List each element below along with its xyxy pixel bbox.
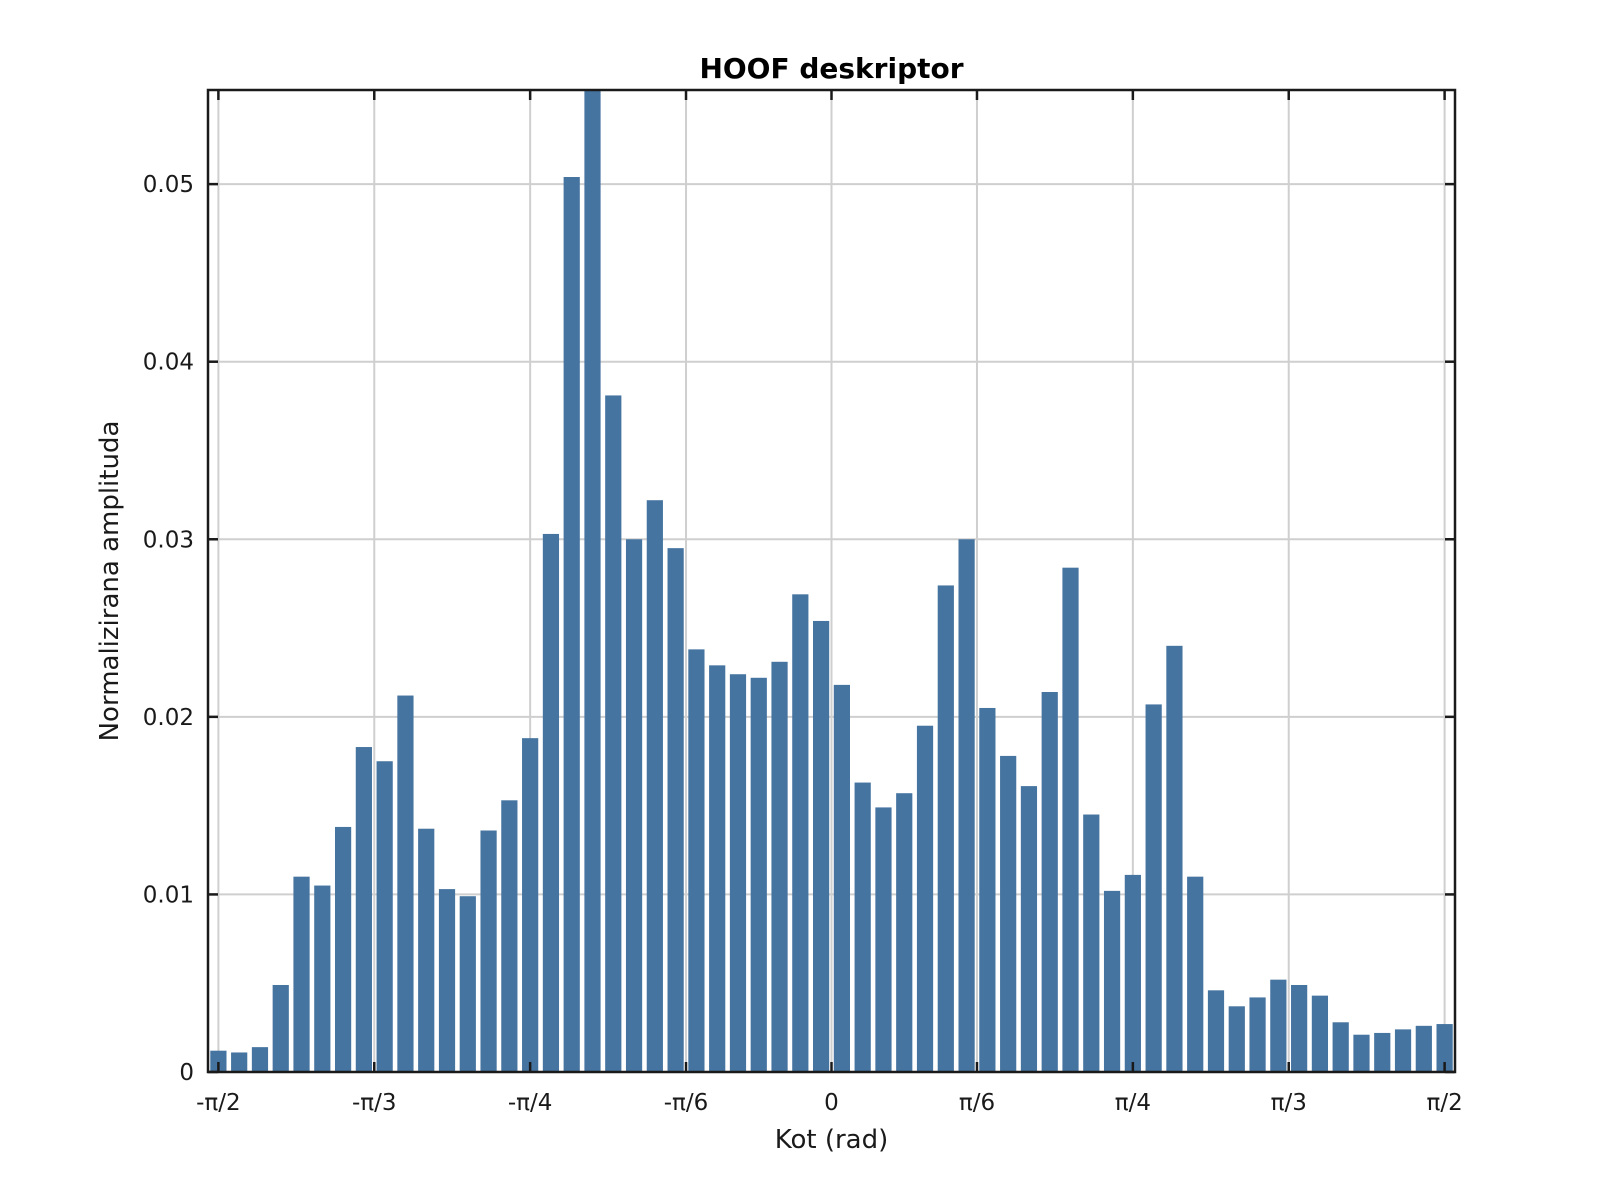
x-tick-label: -π/6: [664, 1090, 709, 1116]
bar: [1436, 1024, 1453, 1072]
bar: [293, 876, 310, 1072]
bar: [1415, 1025, 1432, 1072]
x-tick-label: 0: [824, 1090, 839, 1116]
y-tick-label: 0.02: [143, 705, 194, 731]
x-tick-label: -π/2: [196, 1090, 241, 1116]
x-tick-labels: -π/2 -π/3 -π/4 -π/6 0 π/6 π/4 π/3 π/2: [196, 1090, 1463, 1116]
bar: [1145, 704, 1162, 1072]
bar: [854, 782, 871, 1072]
bar: [397, 695, 414, 1072]
bar: [522, 738, 539, 1072]
bar: [1270, 979, 1287, 1072]
x-tick-label: π/6: [959, 1090, 995, 1116]
bar: [1103, 890, 1121, 1072]
bar: [813, 620, 830, 1072]
bar: [584, 90, 601, 1072]
bar: [1207, 990, 1225, 1072]
bar: [1062, 567, 1079, 1072]
bar: [251, 1047, 269, 1072]
bar: [792, 594, 809, 1072]
bars: [210, 90, 1453, 1073]
y-tick-label: 0.05: [143, 172, 194, 198]
bar: [729, 674, 747, 1072]
bar: [1291, 984, 1308, 1072]
bar: [210, 1050, 227, 1072]
bar: [646, 500, 663, 1073]
bar: [605, 395, 622, 1072]
bar: [833, 684, 850, 1072]
y-axis-label: Normalizirana amplituda: [95, 421, 125, 742]
bar: [709, 665, 726, 1072]
bar: [937, 585, 954, 1072]
bar: [231, 1052, 248, 1072]
bar: [667, 548, 684, 1072]
bar: [563, 177, 580, 1072]
bar: [1000, 755, 1017, 1072]
x-tick-label: π/2: [1426, 1090, 1462, 1116]
bar: [916, 725, 934, 1072]
chart-title: HOOF deskriptor: [699, 52, 963, 85]
bar: [896, 793, 913, 1072]
bar: [1394, 1029, 1412, 1072]
bar: [1187, 876, 1204, 1072]
bar: [625, 539, 643, 1072]
bar: [875, 807, 892, 1072]
bar: [542, 533, 560, 1072]
bar: [1353, 1034, 1370, 1072]
x-tick-label: -π/3: [352, 1090, 397, 1116]
bar: [1249, 997, 1266, 1072]
bar: [480, 830, 497, 1072]
bar: [355, 747, 372, 1072]
x-tick-label: -π/4: [508, 1090, 553, 1116]
x-axis-label: Kot (rad): [775, 1125, 889, 1155]
bar: [1041, 691, 1058, 1072]
bar: [750, 677, 767, 1072]
bar: [501, 800, 518, 1072]
x-tick-label: π/3: [1271, 1090, 1307, 1116]
bar: [459, 896, 476, 1072]
grid-lines: [208, 90, 1455, 1072]
bar: [1124, 874, 1141, 1072]
x-tick-label: π/4: [1115, 1090, 1151, 1116]
bar: [1311, 995, 1329, 1072]
bar: [1228, 1006, 1245, 1072]
y-tick-labels: 0 0.01 0.02 0.03 0.04 0.05: [143, 172, 194, 1086]
bar: [272, 984, 289, 1072]
bar: [376, 761, 393, 1072]
bar: [1020, 786, 1038, 1072]
bar: [438, 889, 456, 1072]
bar: [314, 885, 331, 1072]
y-tick-label: 0: [179, 1060, 194, 1086]
y-tick-label: 0.04: [143, 350, 194, 376]
bar: [418, 828, 435, 1072]
bar: [1374, 1032, 1391, 1072]
bar: [771, 661, 788, 1072]
bar: [1166, 645, 1183, 1072]
bar: [688, 649, 705, 1072]
bar: [958, 539, 975, 1072]
y-tick-label: 0.03: [143, 527, 194, 553]
y-tick-label: 0.01: [143, 882, 194, 908]
tick-marks: [208, 90, 1455, 1074]
bar: [334, 826, 352, 1072]
bar: [1332, 1022, 1349, 1072]
bar: [979, 707, 996, 1072]
bar: [1083, 814, 1100, 1072]
